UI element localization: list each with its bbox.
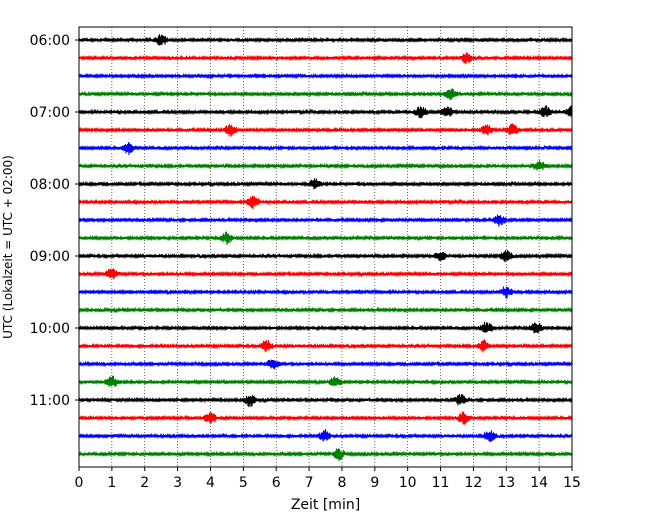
trace-1030 <box>78 359 573 370</box>
y-tick-label: 08:00 <box>30 177 70 193</box>
x-tick-label: 6 <box>272 475 281 491</box>
trace-group <box>78 34 573 461</box>
trace-0845 <box>78 231 573 245</box>
x-tick-label: 10 <box>399 475 417 491</box>
y-tick-label: 11:00 <box>30 393 70 409</box>
trace-1100 <box>78 394 573 408</box>
x-tick-label: 8 <box>337 475 346 491</box>
trace-0915 <box>78 268 573 280</box>
trace-0715 <box>78 123 573 137</box>
x-tick-label: 4 <box>206 475 215 491</box>
trace-1115 <box>78 411 573 426</box>
y-tick-label: 06:00 <box>30 33 70 49</box>
trace-0930 <box>78 286 573 299</box>
x-axis-label: Zeit [min] <box>291 497 360 513</box>
trace-0830 <box>78 214 573 227</box>
trace-1015 <box>78 339 573 353</box>
x-tick-label: 15 <box>563 475 581 491</box>
trace-0815 <box>78 195 573 210</box>
x-tick-label: 0 <box>75 475 84 491</box>
trace-0745 <box>78 160 573 171</box>
trace-0615 <box>78 52 573 65</box>
x-tick-label: 14 <box>530 475 548 491</box>
x-tick-label: 1 <box>107 475 116 491</box>
trace-1000 <box>78 321 573 334</box>
trace-0945 <box>78 306 573 314</box>
plot-frame <box>78 26 573 468</box>
y-tick-label: 10:00 <box>30 321 70 337</box>
y-axis-ticks: 06:00 07:00 08:00 09:00 10:00 11:00 <box>30 33 79 409</box>
x-tick-label: 3 <box>173 475 182 491</box>
x-tick-label: 7 <box>305 475 314 491</box>
trace-0600 <box>78 34 573 46</box>
x-tick-label: 12 <box>464 475 482 491</box>
trace-0645 <box>78 88 573 100</box>
trace-0630 <box>78 72 573 80</box>
trace-1045 <box>78 375 573 387</box>
trace-0900 <box>78 249 573 263</box>
x-tick-label: 9 <box>370 475 379 491</box>
y-tick-label: 07:00 <box>30 105 70 121</box>
trace-1145 <box>78 448 573 461</box>
trace-0730 <box>78 142 573 156</box>
y-tick-label: 09:00 <box>30 249 70 265</box>
trace-0800 <box>78 178 573 190</box>
x-tick-label: 5 <box>239 475 248 491</box>
trace-0700 <box>78 105 573 119</box>
x-tick-label: 2 <box>140 475 149 491</box>
y-axis-label: UTC (Lokalzeit = UTC + 02:00) <box>1 155 15 339</box>
trace-1130 <box>78 428 573 442</box>
x-axis-ticks: 0 1 2 3 4 5 6 7 8 9 10 11 12 13 14 15 <box>75 467 581 491</box>
x-tick-label: 13 <box>497 475 515 491</box>
x-tick-label: 11 <box>432 475 450 491</box>
